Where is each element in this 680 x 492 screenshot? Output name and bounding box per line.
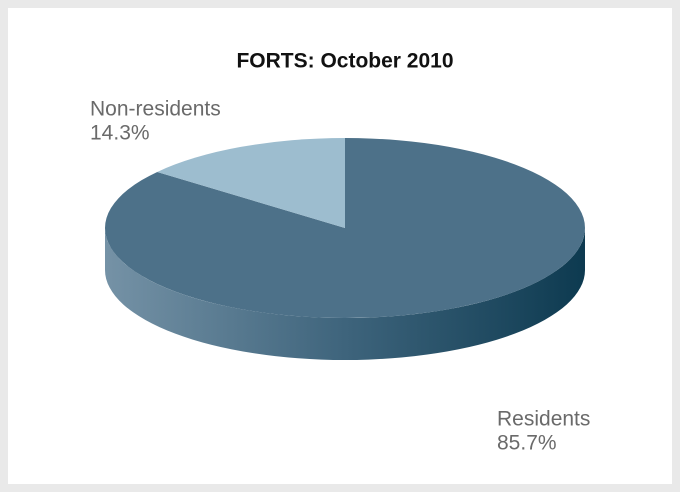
slice-value-label: 85.7% [497, 432, 557, 455]
pie-slice [105, 138, 585, 318]
slice-label: Residents [497, 408, 590, 431]
chart-title: FORTS: October 2010 [236, 50, 453, 73]
pie-tops [105, 138, 585, 318]
pie-sides [105, 228, 585, 360]
pie-slice-side [105, 228, 585, 360]
pie-slice [157, 138, 345, 228]
slice-value-label: 14.3% [90, 122, 150, 145]
slice-label: Non-residents [90, 98, 221, 121]
